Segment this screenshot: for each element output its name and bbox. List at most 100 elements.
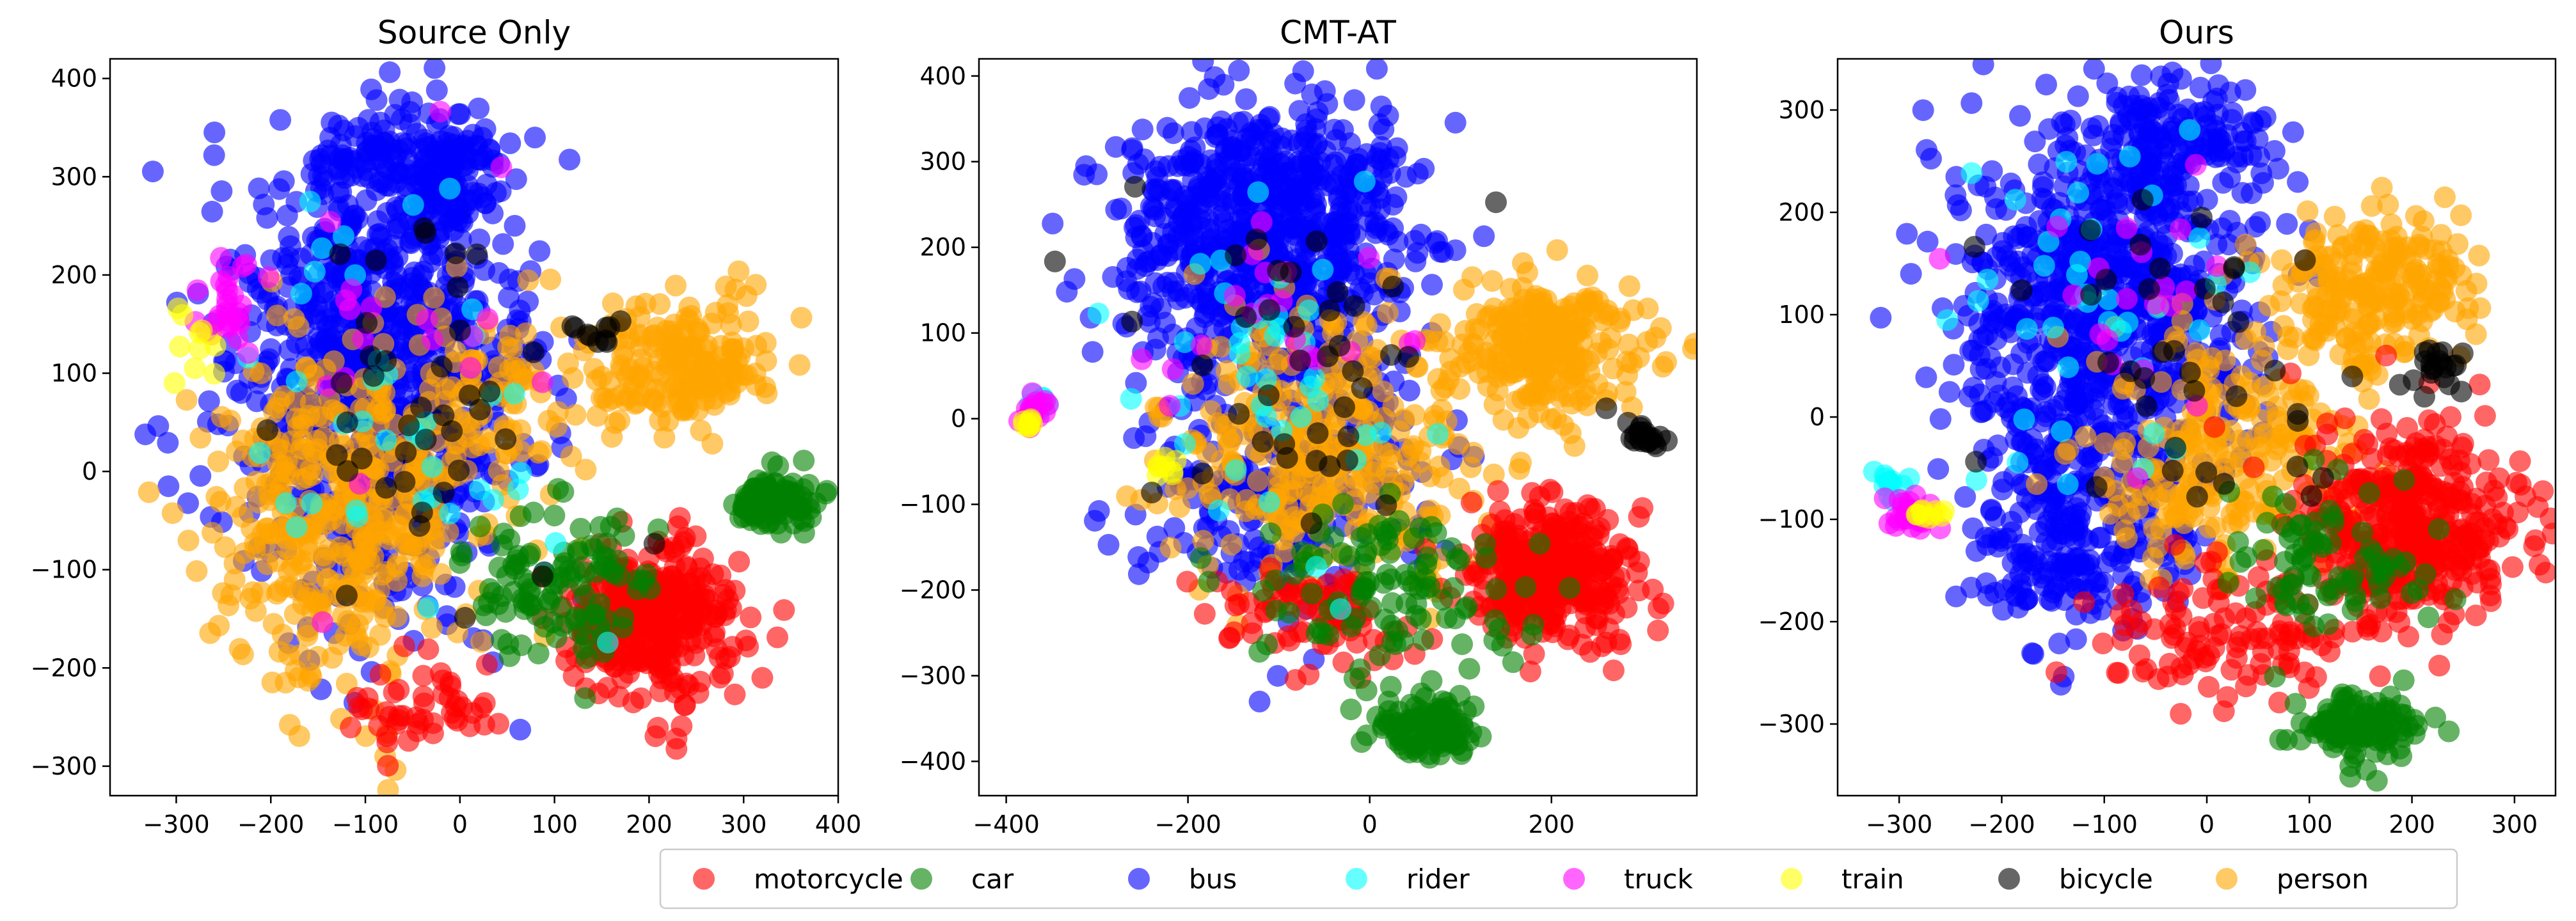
point-person <box>256 517 278 539</box>
point-train <box>1161 460 1184 483</box>
point-bicycle <box>431 356 453 378</box>
point-car <box>1369 644 1391 666</box>
point-person <box>1523 288 1545 310</box>
point-car <box>1491 634 1513 657</box>
point-rider <box>596 631 619 654</box>
point-motorcycle <box>1602 659 1625 682</box>
point-motorcycle <box>1616 597 1638 619</box>
point-person <box>610 384 632 406</box>
point-person <box>266 397 288 419</box>
point-bus <box>391 382 413 405</box>
point-bus <box>1304 198 1326 220</box>
point-bicycle <box>1336 449 1358 471</box>
point-bicycle <box>365 249 387 271</box>
point-car <box>478 592 500 614</box>
point-bicycle <box>1318 299 1340 322</box>
y-tick-label: 200 <box>51 261 97 289</box>
point-rider <box>439 177 461 200</box>
point-rider <box>1355 424 1377 446</box>
point-car <box>761 451 783 473</box>
point-rider <box>1173 331 1196 353</box>
point-bus <box>365 89 388 111</box>
point-bicycle <box>495 428 517 450</box>
point-bicycle <box>410 397 433 418</box>
point-bicycle <box>336 411 358 434</box>
point-bus <box>1172 218 1194 240</box>
point-bus <box>177 492 199 514</box>
point-rider <box>1312 258 1334 281</box>
point-rider <box>375 429 397 452</box>
point-car <box>1340 698 1362 721</box>
point-person <box>363 590 386 612</box>
point-motorcycle <box>647 716 669 739</box>
point-person <box>177 530 200 552</box>
point-bicycle <box>594 329 617 351</box>
point-car <box>1475 547 1497 569</box>
point-car <box>1330 542 1353 564</box>
point-bus <box>355 189 378 211</box>
point-bus <box>468 97 490 120</box>
point-person <box>1644 326 1667 349</box>
point-train <box>167 297 189 320</box>
point-motorcycle <box>1589 517 1611 539</box>
point-bicycle <box>1333 396 1355 418</box>
point-bus <box>278 339 301 361</box>
point-person <box>703 394 726 416</box>
point-person <box>250 362 272 384</box>
point-car <box>498 528 521 551</box>
panel-title: Source Only <box>378 14 571 51</box>
point-motorcycle <box>629 615 651 636</box>
point-rider <box>345 499 367 521</box>
point-rider <box>301 492 323 515</box>
point-person <box>374 606 397 628</box>
point-bus <box>327 159 349 181</box>
point-person <box>271 624 294 646</box>
point-bus <box>1042 212 1064 235</box>
point-rider <box>1353 170 1376 193</box>
point-person <box>501 338 523 360</box>
point-bus <box>1259 127 1281 150</box>
point-person <box>745 274 767 296</box>
point-bus <box>1207 123 1229 146</box>
axes-frame <box>109 58 839 797</box>
point-car <box>1529 533 1551 555</box>
point-person <box>1365 455 1388 477</box>
point-bicycle <box>1141 482 1163 504</box>
point-car <box>527 642 550 665</box>
series-train <box>1012 408 1187 487</box>
point-bus <box>1406 162 1429 185</box>
point-bicycle <box>394 471 416 493</box>
point-person <box>720 346 743 368</box>
point-rider <box>1236 365 1259 388</box>
x-tick-label: 100 <box>531 810 578 838</box>
point-truck <box>1037 393 1059 416</box>
point-bus <box>1382 217 1404 239</box>
point-person <box>281 555 303 578</box>
point-bus <box>1323 210 1345 233</box>
point-motorcycle <box>340 716 362 739</box>
point-person <box>515 322 537 345</box>
point-person <box>1561 322 1584 345</box>
point-bus <box>435 150 457 172</box>
point-bus <box>1267 243 1289 265</box>
point-person <box>1576 394 1598 416</box>
point-motorcycle <box>1539 610 1562 633</box>
point-person <box>560 445 582 468</box>
point-bus <box>1131 118 1154 141</box>
point-motorcycle <box>630 687 652 709</box>
point-motorcycle <box>1546 520 1568 542</box>
point-motorcycle <box>1632 497 1654 519</box>
point-bus <box>1377 104 1399 127</box>
point-truck <box>1161 358 1184 381</box>
point-person <box>207 450 230 473</box>
point-bicycle <box>1630 416 1651 439</box>
point-rider <box>249 442 271 464</box>
point-person <box>1597 338 1619 361</box>
point-car <box>510 634 532 656</box>
point-person <box>323 500 346 522</box>
point-truck <box>1224 285 1246 307</box>
x-tick-label: 0 <box>452 810 468 838</box>
point-person <box>671 336 692 359</box>
point-person <box>673 397 696 420</box>
